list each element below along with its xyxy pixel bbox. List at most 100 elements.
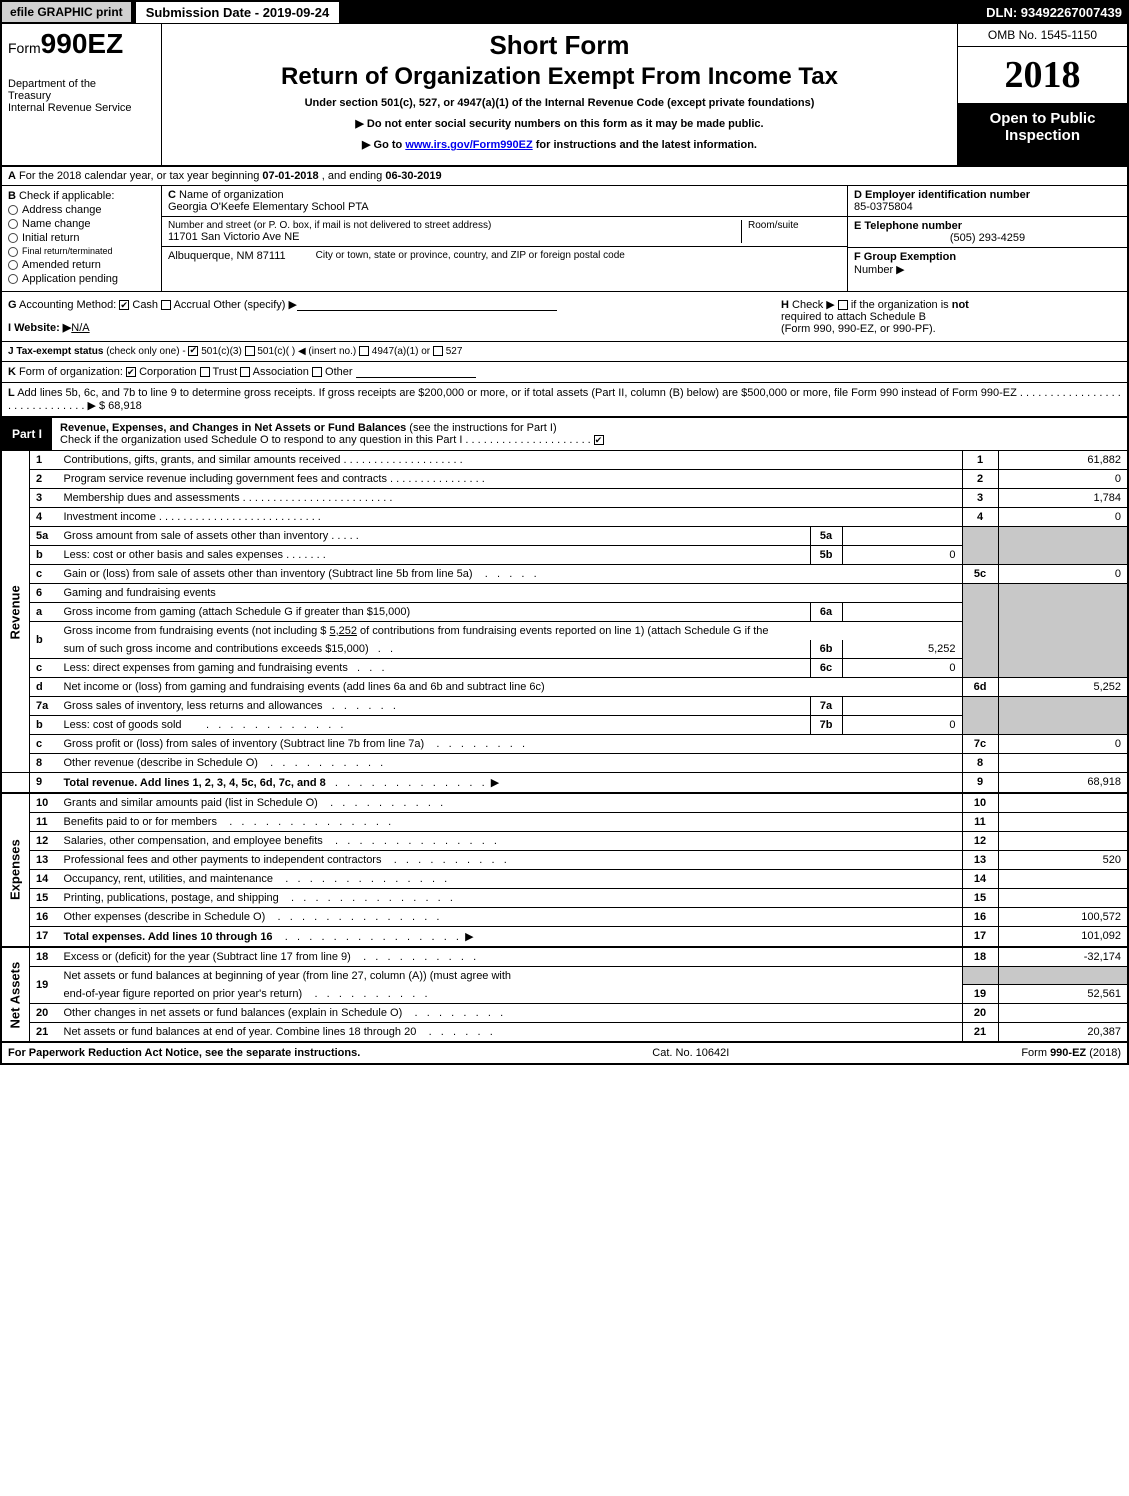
dept-line-2: Treasury [8,90,155,102]
chk-initial-return[interactable] [8,233,18,243]
line-5a-text: Gross amount from sale of assets other t… [64,530,329,542]
line-7b-text: Less: cost of goods sold [64,719,182,731]
opt-application-pending: Application pending [22,273,118,285]
col-b-right: D Employer identification number 85-0375… [847,186,1127,291]
line-16-box: 16 [962,907,998,926]
line-1-text: Contributions, gifts, grants, and simila… [64,454,341,466]
gray-box-7 [962,696,998,734]
line-6c-num: c [30,658,58,677]
open-label: Open to Public [960,110,1125,127]
line-17-num: 17 [30,926,58,947]
line-21-desc: Net assets or fund balances at end of ye… [58,1023,963,1043]
chk-final-return[interactable] [8,247,18,257]
line-5a-desc: Gross amount from sale of assets other t… [58,526,811,545]
chk-corporation[interactable] [126,367,136,377]
j-501c3: 501(c)(3) [201,346,242,357]
line-19-box: 19 [962,985,998,1004]
chk-amended-return[interactable] [8,260,18,270]
line-4-val: 0 [998,507,1128,526]
street-label: Number and street (or P. O. box, if mail… [168,220,741,231]
line-9-num: 9 [30,772,58,793]
label-h: H [781,299,789,311]
chk-501c3[interactable] [188,346,198,356]
chk-527[interactable] [433,346,443,356]
line-1-desc: Contributions, gifts, grants, and simila… [58,451,963,470]
chk-accrual[interactable] [161,300,171,310]
line-6b-amt: 5,252 [329,625,357,637]
opt-name-change: Name change [22,218,91,230]
line-5a-innerval [842,526,962,545]
room-suite-label: Room/suite [748,220,841,231]
k-other-input[interactable] [356,377,476,378]
line-20-desc: Other changes in net assets or fund bala… [58,1004,963,1023]
opt-amended-return: Amended return [22,259,101,271]
chk-schedule-b[interactable] [838,300,848,310]
footer-left: For Paperwork Reduction Act Notice, see … [8,1047,360,1059]
line-8-text: Other revenue (describe in Schedule O) [64,757,258,769]
line-9-desc: Total revenue. Add lines 1, 2, 3, 4, 5c,… [58,772,963,793]
line-20-text: Other changes in net assets or fund bala… [64,1007,403,1019]
line-17-val: 101,092 [998,926,1128,947]
street-address: 11701 San Victorio Ave NE [168,231,741,243]
line-5c-box: 5c [962,564,998,583]
line-3-desc: Membership dues and assessments . . . . … [58,488,963,507]
line-6d-desc: Net income or (loss) from gaming and fun… [58,677,963,696]
line-7c-num: c [30,734,58,753]
chk-cash[interactable] [119,300,129,310]
h-text-1: if the organization is [851,299,952,311]
accounting-method: G Accounting Method: Cash Accrual Other … [8,298,781,335]
chk-other[interactable] [312,367,322,377]
line-21-val: 20,387 [998,1023,1128,1043]
chk-501c[interactable] [245,346,255,356]
line-16-val: 100,572 [998,907,1128,926]
chk-association[interactable] [240,367,250,377]
phone-value: (505) 293-4259 [854,232,1121,244]
efile-print-button[interactable]: efile GRAPHIC print [1,1,132,23]
line-15-box: 15 [962,888,998,907]
line-17-box: 17 [962,926,998,947]
footer: For Paperwork Reduction Act Notice, see … [0,1043,1129,1065]
line-9-box: 9 [962,772,998,793]
line-13-num: 13 [30,850,58,869]
line-18-desc: Excess or (deficit) for the year (Subtra… [58,947,963,967]
line-14-text: Occupancy, rent, utilities, and maintena… [64,873,274,885]
line-15-text: Printing, publications, postage, and shi… [64,892,279,904]
line-19-text-2: end-of-year figure reported on prior yea… [64,988,303,1000]
line-3-text: Membership dues and assessments [64,492,240,504]
chk-trust[interactable] [200,367,210,377]
chk-schedule-o[interactable] [594,435,604,445]
gray-val-19 [998,966,1128,985]
open-to-public: Open to Public Inspection [958,104,1127,165]
k-text: Form of organization: [19,366,123,378]
line-7c-box: 7c [962,734,998,753]
line-5a-innernum: 5a [810,526,842,545]
line-5b-text: Less: cost or other basis and sales expe… [64,549,284,561]
form-prefix: Form [8,40,41,56]
line-5b-innerval: 0 [842,545,962,564]
line-18-num: 18 [30,947,58,967]
chk-address-change[interactable] [8,205,18,215]
line-6d-box: 6d [962,677,998,696]
chk-4947[interactable] [359,346,369,356]
label-c: C [168,189,176,201]
line-12-num: 12 [30,831,58,850]
department-block: Department of the Treasury Internal Reve… [8,78,155,114]
line-10-text: Grants and similar amounts paid (list in… [64,797,318,809]
chk-name-change[interactable] [8,219,18,229]
footer-right: Form 990-EZ (2018) [1021,1047,1121,1059]
chk-application-pending[interactable] [8,274,18,284]
irs-link[interactable]: www.irs.gov/Form990EZ [405,139,532,151]
line-6c-text: Less: direct expenses from gaming and fu… [64,662,348,674]
accounting-label: Accounting Method: [19,299,116,311]
other-specify-input[interactable] [297,310,557,311]
row-j: J Tax-exempt status (check only one) - 5… [0,342,1129,362]
line-18-val: -32,174 [998,947,1128,967]
opt-final-return: Final return/terminated [22,246,113,256]
tax-year: 2018 [958,47,1127,104]
label-k: K [8,366,16,378]
j-note: (check only one) - [106,346,185,357]
line-2-val: 0 [998,469,1128,488]
line-20-num: 20 [30,1004,58,1023]
dept-line-3: Internal Revenue Service [8,102,155,114]
line-20-box: 20 [962,1004,998,1023]
